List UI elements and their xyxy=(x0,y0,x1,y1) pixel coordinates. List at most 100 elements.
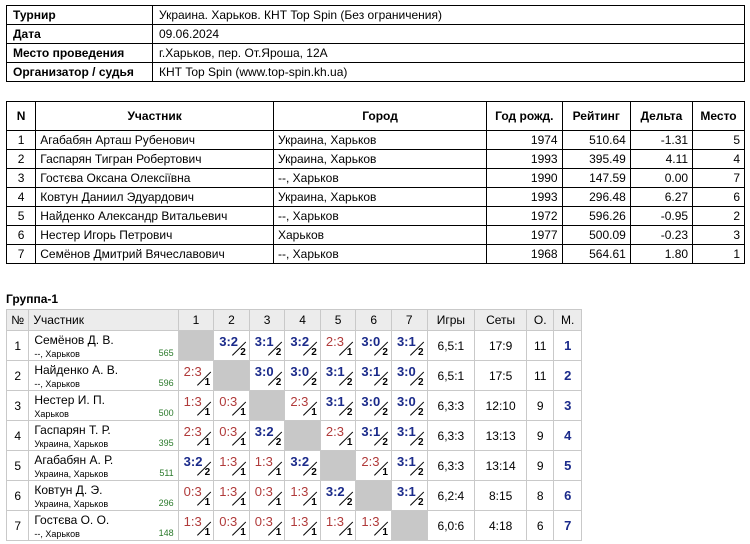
self-cell xyxy=(177,330,215,361)
participants-header-row: N Участник Город Год рожд. Рейтинг Дельта Мест… xyxy=(5,101,745,131)
participants-header-cell: N xyxy=(5,101,37,131)
player-rating: 500 xyxy=(158,408,174,418)
match-points: 2 xyxy=(311,347,317,358)
match-points: 2 xyxy=(382,347,388,358)
points-cell: 8 xyxy=(526,480,555,511)
info-value: КНТ Top Spin (www.top-spin.kh.ua) xyxy=(152,62,745,82)
participant-row: 5 Найденко Александр Витальевич --, Харько… xyxy=(5,206,745,226)
match-points: 1 xyxy=(346,527,353,538)
match-points: 1 xyxy=(275,467,282,478)
group-header-col: 2 xyxy=(213,309,250,331)
player-city: Украина, Харьков xyxy=(34,439,109,449)
sets-cell: 13:14 xyxy=(474,450,528,481)
match-cell: 1:3 1 xyxy=(284,510,321,541)
group-header-num: № xyxy=(5,309,30,331)
match-points: 1 xyxy=(311,527,317,538)
group-header-col: 3 xyxy=(248,309,286,331)
info-label: Организатор / судья xyxy=(6,62,153,82)
match-cell: 3:1 2 xyxy=(248,330,286,361)
info-value: Украина. Харьков. КНТ Top Spin (Без огра… xyxy=(152,5,745,25)
group-row: 4 Гаспарян Т. Р. Украина, Харьков 395 2:3 1 0:… xyxy=(5,420,582,451)
info-label: Турнир xyxy=(6,5,153,25)
match-points: 2 xyxy=(417,497,424,508)
match-cell: 3:0 2 xyxy=(390,390,428,421)
participant-cell: Украина, Харьков xyxy=(272,149,488,169)
match-points: 1 xyxy=(346,347,353,358)
tournament-info-table: Турнир Украина. Харьков. КНТ Top Spin (Бе… xyxy=(6,5,745,82)
match-cell: 1:3 1 xyxy=(284,480,321,511)
group-row-num: 3 xyxy=(5,390,30,421)
info-row: Турнир Украина. Харьков. КНТ Top Spin (Бе… xyxy=(6,5,745,25)
participant-cell: 1 xyxy=(5,130,37,150)
info-row: Дата 09.06.2024 xyxy=(6,24,745,44)
match-points: 1 xyxy=(311,407,317,418)
match-points: 1 xyxy=(204,377,211,388)
group-row: 2 Найденко А. В. --, Харьков 596 2:3 1 3:0 2 3:0… xyxy=(5,360,582,391)
participant-cell: --, Харьков xyxy=(272,244,488,264)
points-cell: 9 xyxy=(526,420,555,451)
self-cell xyxy=(284,420,321,451)
match-cell: 3:1 2 xyxy=(319,360,357,391)
match-cell: 3:2 2 xyxy=(213,330,250,361)
participant-cell: Украина, Харьков xyxy=(272,187,488,207)
group-player-cell: Гаспарян Т. Р. Украина, Харьков 395 xyxy=(28,420,179,451)
participant-cell: 6 xyxy=(5,225,37,245)
self-cell xyxy=(248,390,286,421)
info-value: г.Харьков, пер. От.Яроша, 12А xyxy=(152,43,745,63)
group-row-num: 7 xyxy=(5,510,30,541)
match-cell: 3:2 2 xyxy=(248,420,286,451)
group-player-cell: Найденко А. В. --, Харьков 596 xyxy=(28,360,179,391)
participants-header-cell: Дельта xyxy=(629,101,694,131)
player-rating: 395 xyxy=(158,438,174,448)
match-cell: 3:1 2 xyxy=(390,450,428,481)
participant-cell: 7 xyxy=(692,168,745,188)
games-cell: 6,2:4 xyxy=(426,480,476,511)
match-cell: 1:3 1 xyxy=(213,480,250,511)
games-cell: 6,3:3 xyxy=(426,450,476,481)
player-name: Семёнов Д. В. xyxy=(34,333,114,347)
group-row-num: 4 xyxy=(5,420,30,451)
participant-cell: Агабабян Арташ Рубенович xyxy=(35,130,274,150)
match-points: 1 xyxy=(382,467,388,478)
group-row: 3 Нестер И. П. Харьков 500 1:3 1 0:3 1 2:3 1 3:1 2 3… xyxy=(5,390,582,421)
participant-cell: 5 xyxy=(692,130,745,150)
participant-cell: 4 xyxy=(692,149,745,169)
participant-cell: 0.00 xyxy=(629,168,694,188)
points-cell: 11 xyxy=(526,330,555,361)
player-name: Гаспарян Т. Р. xyxy=(34,423,111,437)
participants-header-cell: Рейтинг xyxy=(561,101,631,131)
participant-cell: -0.23 xyxy=(629,225,694,245)
group-header-col: 6 xyxy=(355,309,392,331)
match-cell: 2:3 1 xyxy=(284,390,321,421)
match-cell: 1:3 1 xyxy=(248,450,286,481)
match-cell: 3:1 2 xyxy=(355,360,392,391)
group-row-num: 2 xyxy=(5,360,30,391)
participants-table: N Участник Город Год рожд. Рейтинг Дельта Мест… xyxy=(5,101,745,264)
participant-cell: --, Харьков xyxy=(272,206,488,226)
participant-cell: 6.27 xyxy=(629,187,694,207)
group-row: 6 Ковтун Д. Э. Украина, Харьков 296 0:3 1 1:3 1… xyxy=(5,480,582,511)
participant-cell: -0.95 xyxy=(629,206,694,226)
player-city: Украина, Харьков xyxy=(34,469,109,479)
participant-row: 7 Семёнов Дмитрий Вячеславович --, Харьков… xyxy=(5,244,745,264)
participant-cell: Нестер Игорь Петрович xyxy=(35,225,274,245)
match-points: 1 xyxy=(275,527,282,538)
participants-header-cell: Место xyxy=(692,101,745,131)
participant-cell: 510.64 xyxy=(561,130,631,150)
group-header-row: № Участник 1 2 3 4 5 6 7 Игры Сеты О. М. xyxy=(5,309,582,331)
participants-header-cell: Участник xyxy=(35,101,274,131)
group-player-cell: Ковтун Д. Э. Украина, Харьков 296 xyxy=(28,480,179,511)
match-points: 1 xyxy=(204,437,211,448)
points-cell: 9 xyxy=(526,390,555,421)
self-cell xyxy=(213,360,250,391)
match-points: 2 xyxy=(346,497,353,508)
match-points: 2 xyxy=(275,347,282,358)
points-cell: 9 xyxy=(526,450,555,481)
participant-row: 2 Гаспарян Тигран Робертович Украина, Харь… xyxy=(5,149,745,169)
participant-row: 4 Ковтун Даниил Эдуардович Украина, Харько… xyxy=(5,187,745,207)
player-city: --, Харьков xyxy=(34,349,80,359)
participant-cell: 3 xyxy=(692,225,745,245)
player-rating: 565 xyxy=(158,348,174,358)
points-cell: 11 xyxy=(526,360,555,391)
points-cell: 6 xyxy=(526,510,555,541)
